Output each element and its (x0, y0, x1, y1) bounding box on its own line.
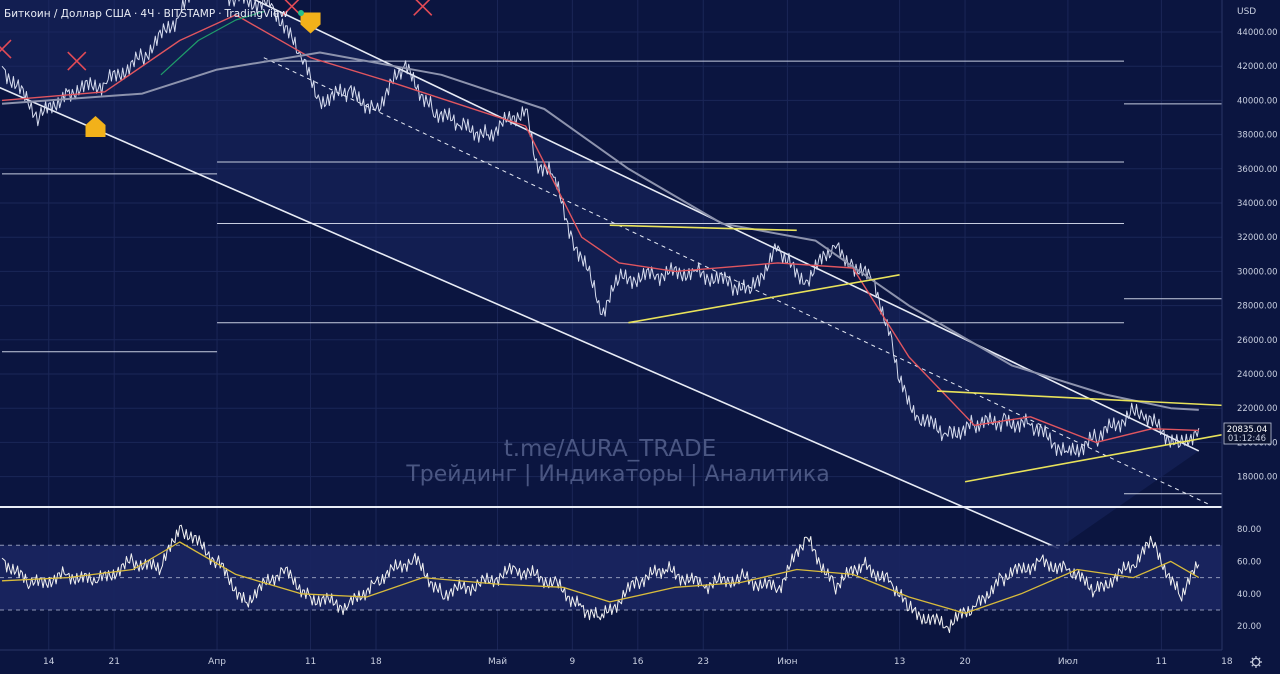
oscillator-tick-label: 20.00 (1237, 622, 1261, 632)
channel-lower-line[interactable] (0, 23, 1059, 550)
series-ma_green (160, 10, 264, 76)
chart-header[interactable]: Биткоин / Доллар США · 4Ч · BITSTAMP · Trading… (4, 8, 304, 20)
channel-area (0, 0, 1199, 549)
time-tick-label: Апр (208, 657, 226, 667)
trendline[interactable] (936, 390, 1246, 408)
signal-markers (0, 0, 433, 138)
bar-countdown: 01:12:46 (1228, 434, 1266, 444)
oscillator-tick-label: 80.00 (1237, 525, 1261, 535)
cross-signal-icon (413, 0, 433, 16)
watermark-channel: t.me/AURA_TRADE (504, 436, 717, 462)
oscillator-tick-label: 60.00 (1237, 557, 1261, 567)
grid-layer (0, 0, 1228, 650)
series-ma_slow (1, 51, 1199, 411)
trendline[interactable] (628, 274, 900, 324)
trendline[interactable] (964, 429, 1246, 483)
price-series (1, 0, 1200, 458)
time-tick-label: 20 (959, 657, 971, 667)
time-tick-label: Июн (777, 657, 797, 667)
price-tick-label: 36000.00 (1237, 165, 1278, 175)
time-tick-label: 14 (43, 657, 55, 667)
buy-signal-icon (85, 116, 106, 138)
price-tick-label: 24000.00 (1237, 370, 1278, 380)
price-tick-label: 34000.00 (1237, 199, 1278, 209)
market-status-dot (298, 10, 304, 16)
time-tick-label: 21 (108, 657, 119, 667)
regression-channel[interactable] (0, 0, 1209, 550)
oscillator-rsi_signal (1, 541, 1200, 614)
price-tick-label: 22000.00 (1237, 404, 1278, 414)
settings-gear-icon[interactable] (1250, 656, 1262, 668)
time-tick-label: 16 (632, 657, 644, 667)
price-tick-label: 44000.00 (1237, 28, 1278, 38)
last-price-value: 20835.04 (1227, 425, 1268, 435)
symbol-name: Биткоин / Доллар США (4, 8, 132, 20)
exchange-label: BITSTAMP (164, 8, 216, 20)
svg-text:Биткоин / Доллар США·4Ч·BITSTA: Биткоин / Доллар США · 4Ч · BITSTAMP · Trading… (4, 8, 288, 20)
time-tick-label: 23 (698, 657, 709, 667)
trendline[interactable] (609, 224, 797, 232)
price-tick-label: 18000.00 (1237, 473, 1278, 483)
price-tick-label: 30000.00 (1237, 267, 1278, 277)
platform-label: TradingView (224, 8, 289, 20)
time-axis-bg[interactable] (0, 650, 1280, 670)
price-tick-label: 26000.00 (1237, 336, 1278, 346)
series-ma_fast (1, 14, 1199, 444)
oscillator-rsi (1, 524, 1200, 634)
interval-label: 4Ч (140, 8, 154, 20)
oscillator-axis-labels: 80.00 60.00 40.00 20.00 (1237, 525, 1261, 632)
channel-fill (0, 0, 1199, 549)
cross-signal-icon (282, 0, 302, 16)
price-scale-bg[interactable] (1222, 0, 1280, 650)
price-tick-label: 28000.00 (1237, 302, 1278, 312)
cross-signal-icon (67, 51, 87, 71)
pane-separator[interactable] (0, 506, 1222, 508)
watermark-tagline: Трейдинг | Индикаторы | Аналитика (405, 462, 829, 487)
price-tick-label: 38000.00 (1237, 131, 1278, 141)
price-tick-label: 42000.00 (1237, 62, 1278, 72)
time-tick-label: Май (488, 657, 507, 667)
time-tick-label: 18 (1221, 657, 1233, 667)
time-tick-label: 18 (370, 657, 382, 667)
time-tick-label: 9 (569, 657, 575, 667)
price-tick-label: 32000.00 (1237, 233, 1278, 243)
cross-signal-icon (0, 39, 12, 59)
time-tick-label: 11 (305, 657, 316, 667)
price-tick-label: 40000.00 (1237, 96, 1278, 106)
triangle-trendlines[interactable] (609, 224, 1246, 483)
oscillator-tick-label: 40.00 (1237, 590, 1261, 600)
time-tick-label: Июл (1058, 657, 1078, 667)
series-price (1, 0, 1200, 458)
currency-label: USD (1237, 7, 1256, 17)
last-price-badge (1223, 422, 1272, 445)
time-axis-labels: 1421Апр1118Май91623Июн1320Июл111825 (43, 657, 1233, 667)
oscillator-pane[interactable] (0, 524, 1222, 634)
channel-upper-line[interactable] (86, 0, 1200, 452)
time-tick-label: 11 (1156, 657, 1167, 667)
channel-middle-line[interactable] (263, 57, 1209, 505)
time-tick-label: 13 (894, 657, 905, 667)
sell-signal-icon (300, 12, 321, 34)
